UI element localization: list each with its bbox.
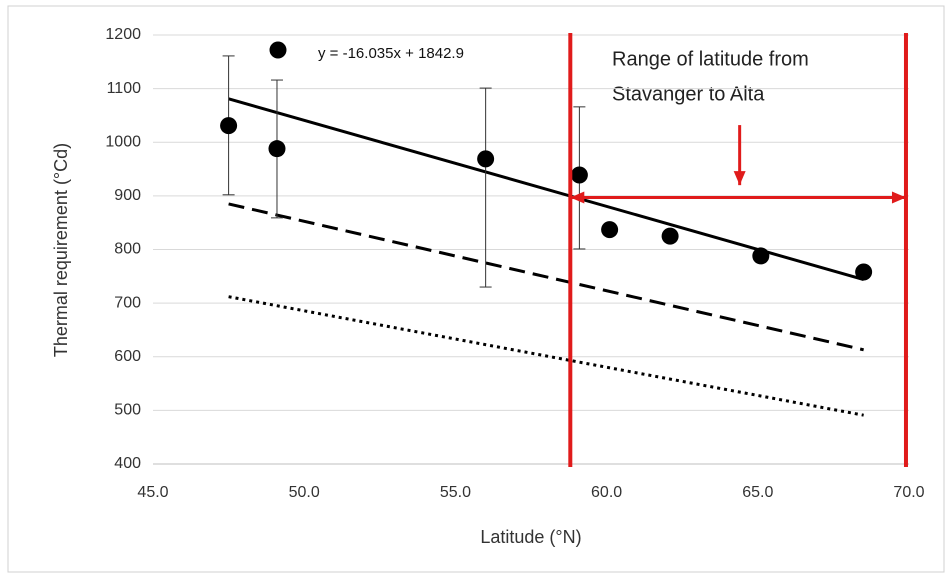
x-axis-label: Latitude (°N): [480, 527, 581, 547]
x-tick-label: 70.0: [893, 484, 924, 501]
chart-border: [7, 5, 945, 573]
data-point: [570, 166, 588, 184]
data-point: [268, 140, 286, 158]
y-tick-label: 1100: [107, 80, 142, 97]
error-bar: [479, 87, 492, 288]
data-point: [661, 227, 679, 245]
x-tick-label: 60.0: [591, 484, 622, 501]
data-point: [601, 221, 619, 239]
data-point: [855, 263, 873, 281]
arrow: [733, 125, 746, 186]
y-tick-label: 400: [114, 455, 141, 472]
y-tick-label: 900: [114, 187, 141, 204]
x-tick-label: 45.0: [137, 484, 168, 501]
y-tick-label: 800: [114, 241, 141, 258]
y-tick-label: 700: [114, 294, 141, 311]
y-tick-label: 600: [114, 348, 141, 365]
y-tick-label: 500: [114, 402, 141, 419]
data-point: [477, 150, 495, 168]
arrow: [570, 191, 906, 204]
y-tick-label: 1200: [105, 26, 141, 43]
y-axis-label: Thermal requirement (°Cd): [51, 143, 71, 357]
trend-line: [228, 295, 864, 417]
trend-line: [228, 202, 864, 352]
data-point: [752, 247, 770, 265]
equation-annotation: y = -16.035x + 1842.9: [318, 45, 464, 62]
range-annotation: Stavanger to Alta: [612, 83, 765, 105]
x-tick-label: 50.0: [289, 484, 320, 501]
data-point: [220, 117, 238, 135]
legend-marker: [269, 41, 287, 59]
x-tick-label: 55.0: [440, 484, 471, 501]
x-tick-label: 65.0: [742, 484, 773, 501]
y-tick-label: 1000: [105, 133, 141, 150]
range-annotation: Range of latitude from: [612, 48, 809, 70]
